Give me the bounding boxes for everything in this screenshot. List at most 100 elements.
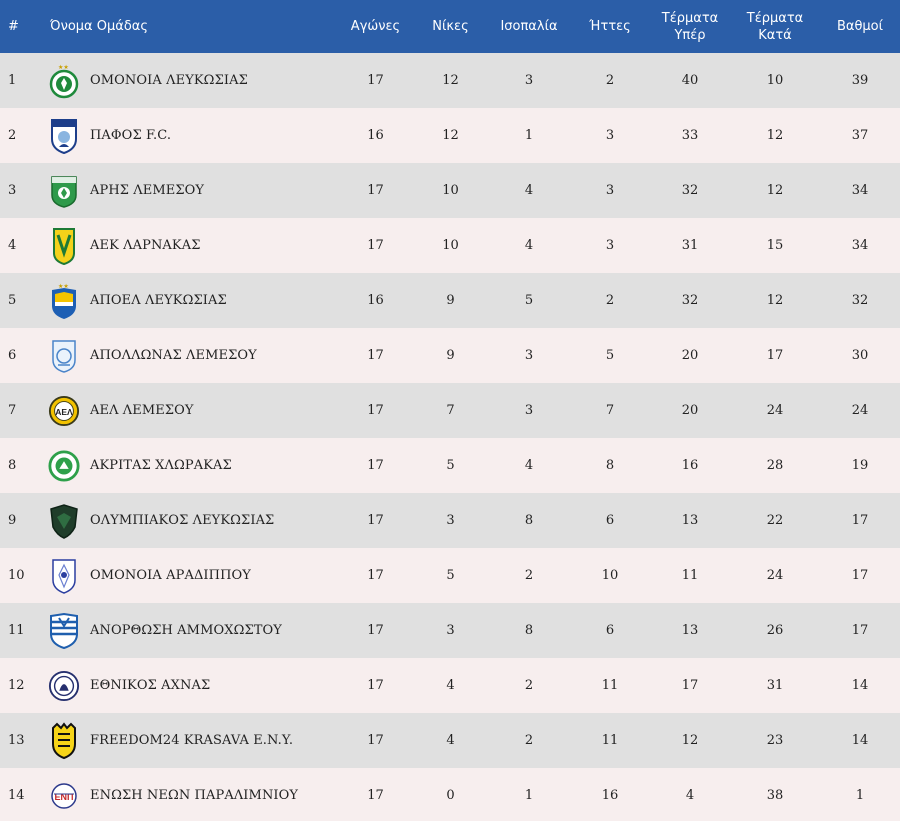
cell-position: 1 <box>8 73 17 88</box>
cell-losses: 3 <box>605 238 615 253</box>
team-link[interactable]: FREEDOM24 KRASAVA E.N.Y. <box>48 721 338 760</box>
cell-team[interactable]: AEΛ ΑΕΛ ΛΕΜΕΣΟΥ <box>38 383 338 438</box>
anorthosis-badge-icon <box>48 612 80 650</box>
cell-losses: 7 <box>605 403 615 418</box>
team-link[interactable]: ★★ ΑΠΟΕΛ ΛΕΥΚΩΣΙΑΣ <box>48 282 338 320</box>
svg-text:ENΠ: ENΠ <box>54 792 73 802</box>
team-name[interactable]: ΑΚΡΙΤΑΣ ΧΛΩΡΑΚΑΣ <box>90 458 232 473</box>
cell-goals-for: 40 <box>681 73 699 88</box>
team-name[interactable]: ΑΡΗΣ ΛΕΜΕΣΟΥ <box>90 183 205 198</box>
cell-team[interactable]: ΑΚΡΙΤΑΣ ΧΛΩΡΑΚΑΣ <box>38 438 338 493</box>
team-name[interactable]: FREEDOM24 KRASAVA E.N.Y. <box>90 733 294 748</box>
table-row[interactable]: 11 ΑΝΟΡΘΩΣΗ ΑΜΜΟΧΩΣΤΟΥ 17 3 8 6 13 26 17 <box>0 603 900 658</box>
table-row[interactable]: 13 FREEDOM24 KRASAVA E.N.Y. 17 4 2 11 12 23 14 <box>0 713 900 768</box>
table-row[interactable]: 12 ΕΘΝΙΚΟΣ ΑΧΝΑΣ 17 4 2 11 17 31 14 <box>0 658 900 713</box>
cell-wins: 0 <box>446 788 455 803</box>
team-link[interactable]: AEΛ ΑΕΛ ΛΕΜΕΣΟΥ <box>48 392 338 430</box>
cell-draws: 2 <box>524 678 534 693</box>
cell-goals-against: 24 <box>766 403 784 418</box>
table-row[interactable]: 14 ENΠ ΕΝΩΣΗ ΝΕΩΝ ΠΑΡΑΛΙΜΝΙΟΥ 17 0 1 16 4 38 1 <box>0 768 900 821</box>
ael-badge-icon: AEΛ <box>48 392 80 430</box>
team-link[interactable]: ΑΕΚ ΛΑΡΝΑΚΑΣ <box>48 227 338 265</box>
cell-position: 3 <box>8 183 17 198</box>
cell-draws: 5 <box>524 293 534 308</box>
cell-team[interactable]: ΟΛΥΜΠΙΑΚΟΣ ΛΕΥΚΩΣΙΑΣ <box>38 493 338 548</box>
table-row[interactable]: 10 ΟΜΟΝΟΙΑ ΑΡΑΔΙΠΠΟΥ 17 5 2 10 11 24 17 <box>0 548 900 603</box>
table-row[interactable]: 1 ★★ ΟΜΟΝΟΙΑ ΛΕΥΚΩΣΙΑΣ 17 12 3 2 40 10 39 <box>0 53 900 108</box>
table-row[interactable]: 3 ΑΡΗΣ ΛΕΜΕΣΟΥ 17 10 4 3 32 12 34 <box>0 163 900 218</box>
cell-draws: 8 <box>524 623 534 638</box>
table-row[interactable]: 4 ΑΕΚ ΛΑΡΝΑΚΑΣ 17 10 4 3 31 15 34 <box>0 218 900 273</box>
cell-goals-against: 26 <box>766 623 784 638</box>
team-name[interactable]: ΑΝΟΡΘΩΣΗ ΑΜΜΟΧΩΣΤΟΥ <box>90 623 282 638</box>
team-link[interactable]: ΑΚΡΙΤΑΣ ΧΛΩΡΑΚΑΣ <box>48 447 338 485</box>
cell-goals-for: 12 <box>681 733 699 748</box>
cell-points: 34 <box>851 183 869 198</box>
cell-wins: 12 <box>442 128 459 143</box>
cell-team[interactable]: ΑΕΚ ΛΑΡΝΑΚΑΣ <box>38 218 338 273</box>
cell-team[interactable]: ENΠ ΕΝΩΣΗ ΝΕΩΝ ΠΑΡΑΛΙΜΝΙΟΥ <box>38 768 338 821</box>
table-row[interactable]: 2 ΠΑΦΟΣ F.C. 16 12 1 3 33 12 37 <box>0 108 900 163</box>
cell-team[interactable]: FREEDOM24 KRASAVA E.N.Y. <box>38 713 338 768</box>
table-row[interactable]: 5 ★★ ΑΠΟΕΛ ΛΕΥΚΩΣΙΑΣ 16 9 5 2 32 12 32 <box>0 273 900 328</box>
omonoia-aradippou-badge-icon <box>48 557 80 595</box>
team-name[interactable]: ΑΠΟΛΛΩΝΑΣ ΛΕΜΕΣΟΥ <box>90 348 257 363</box>
team-name[interactable]: ΑΕΚ ΛΑΡΝΑΚΑΣ <box>90 238 201 253</box>
team-name[interactable]: ΟΜΟΝΟΙΑ ΛΕΥΚΩΣΙΑΣ <box>90 73 248 88</box>
cell-draws: 3 <box>524 348 534 363</box>
team-name[interactable]: ΑΕΛ ΛΕΜΕΣΟΥ <box>90 403 194 418</box>
team-link[interactable]: ENΠ ΕΝΩΣΗ ΝΕΩΝ ΠΑΡΑΛΙΜΝΙΟΥ <box>48 777 338 815</box>
team-name[interactable]: ΕΝΩΣΗ ΝΕΩΝ ΠΑΡΑΛΙΜΝΙΟΥ <box>90 788 299 803</box>
cell-team[interactable]: ΠΑΦΟΣ F.C. <box>38 108 338 163</box>
table-row[interactable]: 8 ΑΚΡΙΤΑΣ ΧΛΩΡΑΚΑΣ 17 5 4 8 16 28 19 <box>0 438 900 493</box>
cell-goals-for: 20 <box>681 348 699 363</box>
table-row[interactable]: 6 ΑΠΟΛΛΩΝΑΣ ΛΕΜΕΣΟΥ 17 9 3 5 20 17 30 <box>0 328 900 383</box>
team-link[interactable]: ΑΡΗΣ ΛΕΜΕΣΟΥ <box>48 172 338 210</box>
cell-points: 17 <box>851 623 869 638</box>
team-name[interactable]: ΑΠΟΕΛ ΛΕΥΚΩΣΙΑΣ <box>90 293 227 308</box>
cell-losses: 11 <box>601 678 619 693</box>
team-name[interactable]: ΠΑΦΟΣ F.C. <box>90 128 172 143</box>
cell-team[interactable]: ΑΠΟΛΛΩΝΑΣ ΛΕΜΕΣΟΥ <box>38 328 338 383</box>
table-row[interactable]: 9 ΟΛΥΜΠΙΑΚΟΣ ΛΕΥΚΩΣΙΑΣ 17 3 8 6 13 22 17 <box>0 493 900 548</box>
cell-wins: 5 <box>446 458 455 473</box>
cell-position: 4 <box>8 238 17 253</box>
cell-team[interactable]: ΕΘΝΙΚΟΣ ΑΧΝΑΣ <box>38 658 338 713</box>
cell-played: 17 <box>367 623 384 638</box>
header-position: # <box>8 19 19 34</box>
cell-team[interactable]: ★★ ΑΠΟΕΛ ΛΕΥΚΩΣΙΑΣ <box>38 273 338 328</box>
team-link[interactable]: ★★ ΟΜΟΝΟΙΑ ΛΕΥΚΩΣΙΑΣ <box>48 62 338 100</box>
team-link[interactable]: ΟΛΥΜΠΙΑΚΟΣ ΛΕΥΚΩΣΙΑΣ <box>48 502 338 540</box>
team-name[interactable]: ΕΘΝΙΚΟΣ ΑΧΝΑΣ <box>90 678 211 693</box>
cell-losses: 8 <box>605 458 615 473</box>
cell-played: 17 <box>367 238 384 253</box>
cell-draws: 4 <box>524 183 534 198</box>
cell-team[interactable]: ΑΝΟΡΘΩΣΗ ΑΜΜΟΧΩΣΤΟΥ <box>38 603 338 658</box>
cell-played: 16 <box>367 128 384 143</box>
aris-badge-icon <box>48 172 80 210</box>
cell-points: 24 <box>851 403 869 418</box>
header-goals-for-line2: Υπέρ <box>674 27 706 43</box>
team-link[interactable]: ΠΑΦΟΣ F.C. <box>48 117 338 155</box>
cell-losses: 16 <box>601 788 619 803</box>
cell-losses: 3 <box>605 128 615 143</box>
team-name[interactable]: ΟΜΟΝΟΙΑ ΑΡΑΔΙΠΠΟΥ <box>90 568 251 583</box>
cell-goals-against: 24 <box>766 568 784 583</box>
table-row[interactable]: 7 AEΛ ΑΕΛ ΛΕΜΕΣΟΥ 17 7 3 7 20 24 24 <box>0 383 900 438</box>
team-link[interactable]: ΟΜΟΝΟΙΑ ΑΡΑΔΙΠΠΟΥ <box>48 557 338 595</box>
team-link[interactable]: ΑΠΟΛΛΩΝΑΣ ΛΕΜΕΣΟΥ <box>48 337 338 375</box>
team-link[interactable]: ΑΝΟΡΘΩΣΗ ΑΜΜΟΧΩΣΤΟΥ <box>48 612 338 650</box>
cell-played: 17 <box>367 73 384 88</box>
cell-team[interactable]: ΑΡΗΣ ΛΕΜΕΣΟΥ <box>38 163 338 218</box>
cell-points: 1 <box>855 788 865 803</box>
cell-team[interactable]: ΟΜΟΝΟΙΑ ΑΡΑΔΙΠΠΟΥ <box>38 548 338 603</box>
cell-goals-against: 15 <box>766 238 784 253</box>
team-link[interactable]: ΕΘΝΙΚΟΣ ΑΧΝΑΣ <box>48 667 338 705</box>
cell-team[interactable]: ★★ ΟΜΟΝΟΙΑ ΛΕΥΚΩΣΙΑΣ <box>38 53 338 108</box>
cell-goals-against: 28 <box>766 458 784 473</box>
cell-played: 17 <box>367 183 384 198</box>
omonoia-badge-icon: ★★ <box>48 62 80 100</box>
cell-position: 5 <box>8 293 17 308</box>
team-name[interactable]: ΟΛΥΜΠΙΑΚΟΣ ΛΕΥΚΩΣΙΑΣ <box>90 513 275 528</box>
header-played: Αγώνες <box>350 19 401 34</box>
